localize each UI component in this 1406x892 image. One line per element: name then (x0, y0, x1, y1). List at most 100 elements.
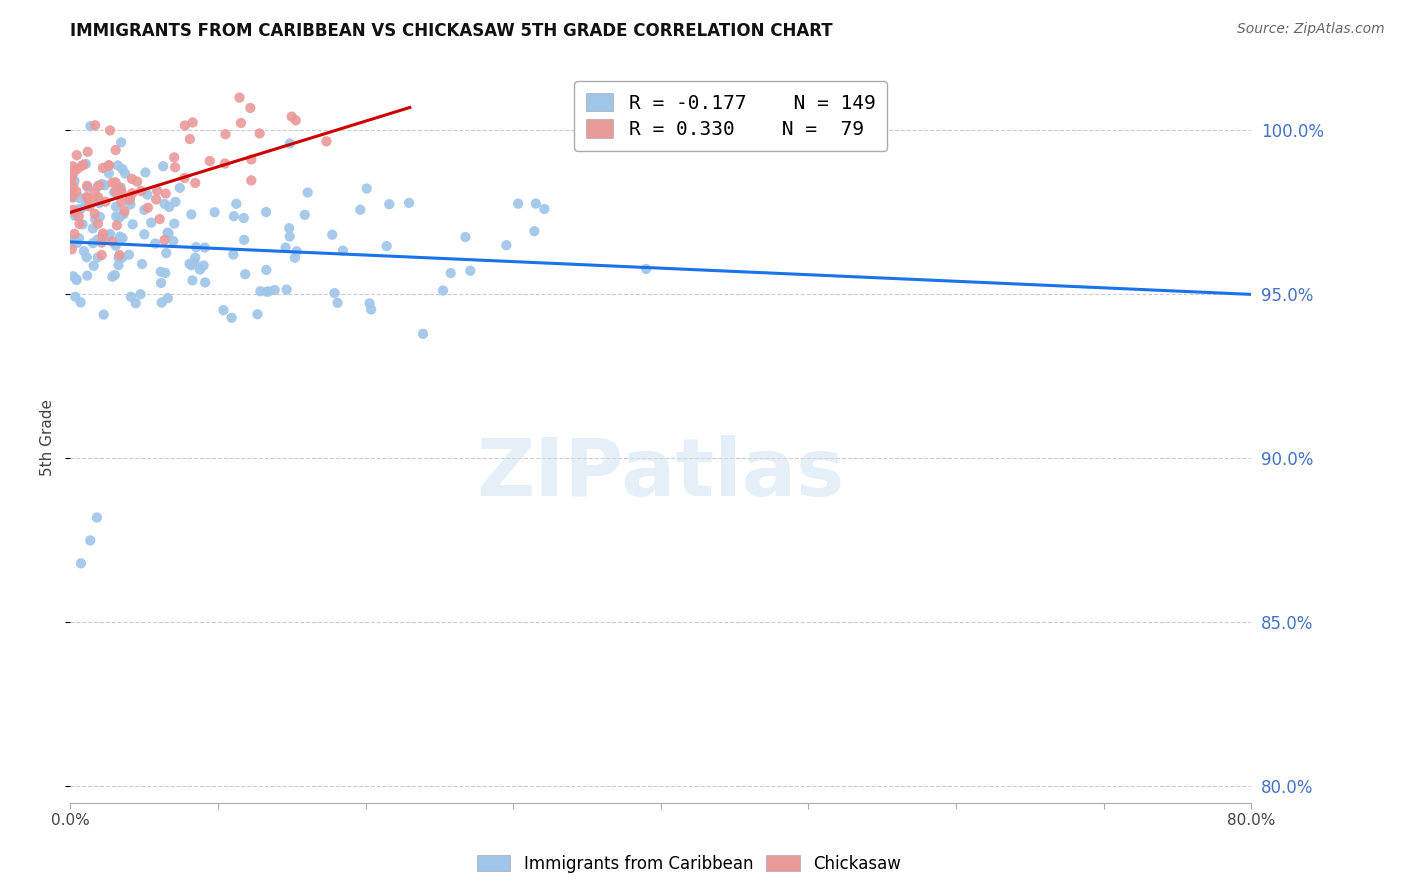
Point (198, 154, 221, 169)
Point (72, 158, 94, 172)
Point (183, 255, 205, 269)
Point (63, 174, 86, 188)
Point (65, 290, 87, 304)
Point (155, 186, 177, 201)
Point (97, 158, 120, 172)
Point (101, 176, 124, 190)
Point (60, 243, 83, 257)
Text: IMMIGRANTS FROM CARIBBEAN VS CHICKASAW 5TH GRADE CORRELATION CHART: IMMIGRANTS FROM CARIBBEAN VS CHICKASAW 5… (70, 22, 832, 40)
Point (280, 110, 302, 124)
Point (184, 251, 207, 265)
Point (82, 193, 104, 207)
Point (228, 90, 250, 104)
Point (278, 136, 301, 151)
Point (73, 244, 96, 259)
Point (114, 167, 136, 181)
Point (229, 116, 252, 130)
Point (108, 229, 131, 244)
Point (297, 186, 319, 200)
Point (169, 181, 191, 195)
Point (105, 209, 128, 223)
Point (165, 161, 187, 175)
Point (256, 285, 278, 299)
Point (233, 267, 256, 281)
Point (93, 308, 115, 322)
Point (121, 217, 143, 231)
Point (76, 178, 98, 193)
Point (180, 207, 202, 221)
Point (107, 251, 129, 265)
Point (153, 233, 176, 247)
Point (69, 202, 91, 217)
Point (254, 263, 277, 277)
Point (63, 227, 86, 241)
Point (94, 229, 117, 244)
Point (222, 247, 245, 261)
Point (285, 244, 308, 259)
Point (233, 233, 256, 247)
Point (75, 157, 97, 171)
Point (83, 207, 105, 221)
Point (378, 197, 401, 211)
Point (163, 217, 186, 231)
Point (129, 184, 152, 198)
Point (284, 113, 307, 128)
Point (69, 217, 91, 231)
Point (67, 209, 90, 223)
Point (60, 169, 83, 184)
Point (120, 290, 142, 304)
Point (83, 185, 105, 199)
Point (440, 266, 463, 280)
Point (174, 119, 197, 133)
Point (98, 227, 121, 241)
Point (91, 227, 114, 241)
Point (93, 178, 115, 193)
Point (249, 285, 271, 299)
Point (412, 326, 434, 341)
Point (112, 204, 135, 219)
Point (63, 209, 86, 223)
Point (84, 212, 107, 227)
Point (188, 262, 211, 277)
Point (89, 194, 111, 209)
Point (155, 246, 177, 260)
Point (75, 198, 97, 212)
Point (62, 269, 84, 284)
Point (84, 118, 107, 132)
Point (76, 145, 98, 159)
Point (157, 200, 180, 214)
Point (65, 272, 87, 286)
Point (193, 259, 215, 273)
Point (105, 200, 128, 214)
Point (257, 285, 280, 299)
Point (294, 208, 316, 222)
Point (127, 175, 149, 189)
Point (66, 148, 89, 162)
Point (104, 143, 127, 157)
Point (91, 228, 114, 243)
Point (76, 250, 98, 264)
Point (67, 191, 90, 205)
Point (83, 259, 105, 273)
Point (321, 227, 343, 242)
Point (112, 207, 135, 221)
Y-axis label: 5th Grade: 5th Grade (39, 399, 55, 475)
Point (70, 159, 93, 173)
Point (82, 236, 104, 251)
Point (360, 302, 382, 317)
Point (69, 295, 91, 310)
Point (508, 196, 530, 211)
Legend: R = -0.177    N = 149, R = 0.330    N =  79: R = -0.177 N = 149, R = 0.330 N = 79 (575, 81, 887, 151)
Text: Source: ZipAtlas.com: Source: ZipAtlas.com (1237, 22, 1385, 37)
Point (246, 307, 269, 321)
Point (274, 240, 297, 254)
Point (76, 268, 98, 283)
Point (162, 234, 184, 248)
Point (62, 202, 84, 217)
Point (143, 236, 166, 251)
Point (87, 251, 110, 265)
Point (66, 235, 89, 250)
Point (134, 202, 156, 217)
Point (101, 235, 124, 249)
Point (97, 166, 120, 180)
